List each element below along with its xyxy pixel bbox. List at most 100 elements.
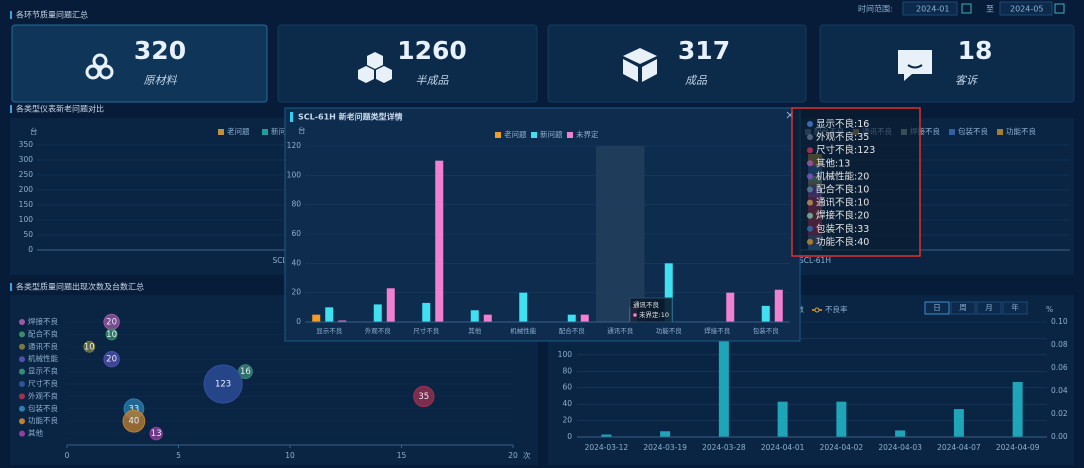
- panel-title: 各类型质量问题出现次数及台数汇总: [16, 282, 144, 292]
- legend-label: 未界定: [576, 129, 599, 139]
- bubble-label: 33: [128, 404, 139, 414]
- y-tick-label: 0.04: [1051, 386, 1068, 395]
- x-tick-label: 机械性能: [510, 326, 537, 335]
- y-tick-label: 200: [19, 185, 34, 194]
- legend-swatch: [495, 132, 501, 138]
- kpi-card: [277, 24, 538, 103]
- bubble: [122, 409, 146, 433]
- legend-swatch: [531, 132, 537, 138]
- x-tick-label: 外观不良: [365, 326, 392, 335]
- tooltip-name: 显示不良: [816, 118, 855, 130]
- tooltip-title: 通讯不良: [633, 300, 660, 309]
- y-tick-label: 40: [562, 399, 572, 408]
- legend-label: 焊接不良: [910, 126, 940, 136]
- x-tick-label: 2024-04-01: [761, 443, 805, 452]
- separator: :: [854, 145, 857, 156]
- icon-box: [623, 48, 657, 82]
- y-tick-label: 250: [19, 170, 34, 179]
- bar: [726, 292, 735, 322]
- tooltip-item: 机械性能:20: [816, 170, 869, 182]
- bar: [580, 314, 589, 322]
- period-button[interactable]: [950, 301, 976, 315]
- bubble: [149, 426, 163, 441]
- bubble-label: 13: [151, 429, 162, 439]
- end-date: 2024-05: [1010, 5, 1043, 14]
- kpi-card: [11, 24, 268, 103]
- tooltip-item: 焊接不良:20: [816, 209, 869, 221]
- legend-swatch: [567, 132, 573, 138]
- bubble-label: 123: [215, 380, 231, 390]
- legend-swatch: [262, 129, 268, 135]
- legend-label: 尺寸不良: [28, 378, 58, 388]
- bar: [601, 434, 612, 437]
- y-tick-label: 0: [567, 432, 572, 441]
- kpi-value: 317: [678, 36, 730, 65]
- legend-swatch: [949, 129, 955, 135]
- period-button[interactable]: [976, 301, 1002, 315]
- legend-dot: [19, 356, 25, 363]
- modal-title: SCL-61H 新老问题类型详情: [298, 112, 403, 122]
- x-tick-label: 尺寸不良: [413, 326, 440, 335]
- period-label: 年: [1011, 302, 1019, 312]
- tooltip-name: 机械性能: [816, 170, 855, 182]
- legend-label: 机械性能: [28, 353, 58, 363]
- legend-label: 包装不良: [28, 403, 58, 413]
- tooltip-dot: [807, 147, 813, 154]
- legend-label: 配合不良: [28, 328, 58, 338]
- tooltip-item: 功能不良:40: [816, 235, 869, 247]
- bar: [519, 292, 528, 322]
- y-tick-label: 0.08: [1051, 340, 1068, 349]
- tooltip-item: 尺寸不良:123: [816, 144, 875, 156]
- legend-dot: [19, 319, 25, 325]
- y-tick-label: 0.02: [1051, 409, 1068, 418]
- x-tick-label: 15: [397, 451, 407, 460]
- tooltip-dot: [807, 173, 813, 180]
- period-button[interactable]: [1002, 301, 1028, 315]
- x-tick-label: 20: [508, 451, 518, 460]
- section-title: 各环节质量问题汇总: [16, 10, 88, 20]
- period-label: 日: [933, 303, 941, 312]
- tooltip-dot: [633, 313, 637, 317]
- calendar-icon[interactable]: [961, 3, 972, 14]
- title-bar: [10, 105, 12, 113]
- tooltip-dot: [807, 225, 813, 232]
- bubble-label: 10: [106, 330, 117, 340]
- legend-dot: [19, 368, 25, 375]
- bubble-label: 20: [106, 318, 117, 328]
- bar: [373, 304, 382, 322]
- y-tick-label: 40: [291, 258, 301, 267]
- y-tick-label: 100: [558, 350, 573, 359]
- modal: SCL-61H 新老问题类型详情: [284, 107, 801, 342]
- y-tick-label: 80: [291, 200, 301, 209]
- y-tick-label: 350: [19, 140, 34, 149]
- tooltip-dot: [807, 199, 813, 206]
- tooltip-number: 123: [857, 145, 875, 156]
- kpi-label: 客诉: [955, 74, 979, 87]
- tooltip-item: 外观不良:35: [816, 131, 869, 143]
- bar: [338, 320, 347, 322]
- x-tick-label: SCL-61H: [799, 256, 831, 265]
- start-date: 2024-01: [916, 5, 949, 14]
- period-button[interactable]: [924, 301, 950, 315]
- kpi-label: 半成品: [416, 74, 450, 87]
- bubble: [238, 364, 253, 379]
- bar: [325, 307, 334, 322]
- x-tick-label: 0: [65, 451, 70, 460]
- separator: :: [835, 158, 838, 169]
- tooltip-name: 其他: [816, 157, 836, 169]
- separator: :: [659, 311, 661, 319]
- bar: [777, 401, 788, 437]
- kpi-value: 18: [958, 36, 993, 65]
- legend-label: 新问题: [271, 126, 294, 136]
- time-label: 时间范围:: [858, 4, 893, 14]
- modal-box: [284, 107, 801, 342]
- tooltip-name: 尺寸不良: [816, 144, 855, 156]
- tooltip-number: 16: [857, 119, 869, 130]
- legend-swatch: [218, 129, 224, 135]
- end-input[interactable]: [999, 1, 1053, 16]
- bubble-label: 35: [418, 392, 429, 402]
- bar: [718, 330, 729, 437]
- start-input[interactable]: [902, 1, 958, 16]
- legend-dot: [19, 418, 25, 425]
- calendar-icon[interactable]: [1054, 3, 1065, 14]
